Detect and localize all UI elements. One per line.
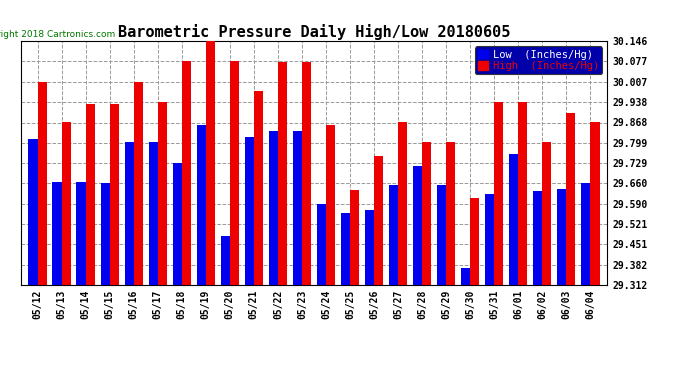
Title: Barometric Pressure Daily High/Low 20180605: Barometric Pressure Daily High/Low 20180… bbox=[118, 24, 510, 40]
Bar bbox=[269, 130, 278, 285]
Bar bbox=[533, 190, 542, 285]
Bar bbox=[317, 204, 326, 285]
Bar bbox=[566, 113, 575, 285]
Bar bbox=[591, 123, 600, 285]
Bar bbox=[197, 125, 206, 285]
Bar bbox=[365, 210, 374, 285]
Bar bbox=[254, 91, 263, 285]
Bar bbox=[86, 104, 95, 285]
Bar bbox=[206, 41, 215, 285]
Bar bbox=[374, 156, 383, 285]
Bar bbox=[446, 142, 455, 285]
Bar bbox=[148, 142, 158, 285]
Bar bbox=[558, 189, 566, 285]
Bar bbox=[350, 190, 359, 285]
Bar bbox=[389, 185, 398, 285]
Text: Copyright 2018 Cartronics.com: Copyright 2018 Cartronics.com bbox=[0, 30, 115, 39]
Bar bbox=[221, 236, 230, 285]
Bar bbox=[509, 154, 518, 285]
Bar bbox=[293, 130, 302, 285]
Bar bbox=[326, 125, 335, 285]
Bar bbox=[341, 213, 350, 285]
Legend: Low  (Inches/Hg), High  (Inches/Hg): Low (Inches/Hg), High (Inches/Hg) bbox=[475, 46, 602, 74]
Bar bbox=[542, 142, 551, 285]
Bar bbox=[422, 142, 431, 285]
Bar bbox=[278, 62, 287, 285]
Bar bbox=[470, 198, 480, 285]
Bar bbox=[52, 182, 61, 285]
Bar bbox=[494, 102, 504, 285]
Bar bbox=[230, 62, 239, 285]
Bar bbox=[61, 122, 70, 285]
Bar bbox=[518, 102, 527, 285]
Bar bbox=[181, 62, 191, 285]
Bar bbox=[28, 140, 37, 285]
Bar bbox=[398, 122, 407, 285]
Bar bbox=[461, 268, 470, 285]
Bar bbox=[101, 183, 110, 285]
Bar bbox=[437, 185, 446, 285]
Bar bbox=[245, 136, 254, 285]
Bar bbox=[110, 104, 119, 285]
Bar bbox=[485, 194, 494, 285]
Bar bbox=[134, 82, 143, 285]
Bar bbox=[581, 183, 591, 285]
Bar bbox=[172, 163, 181, 285]
Bar bbox=[158, 102, 167, 285]
Bar bbox=[302, 62, 311, 285]
Bar bbox=[413, 166, 422, 285]
Bar bbox=[77, 182, 86, 285]
Bar bbox=[37, 82, 47, 285]
Bar bbox=[124, 142, 134, 285]
